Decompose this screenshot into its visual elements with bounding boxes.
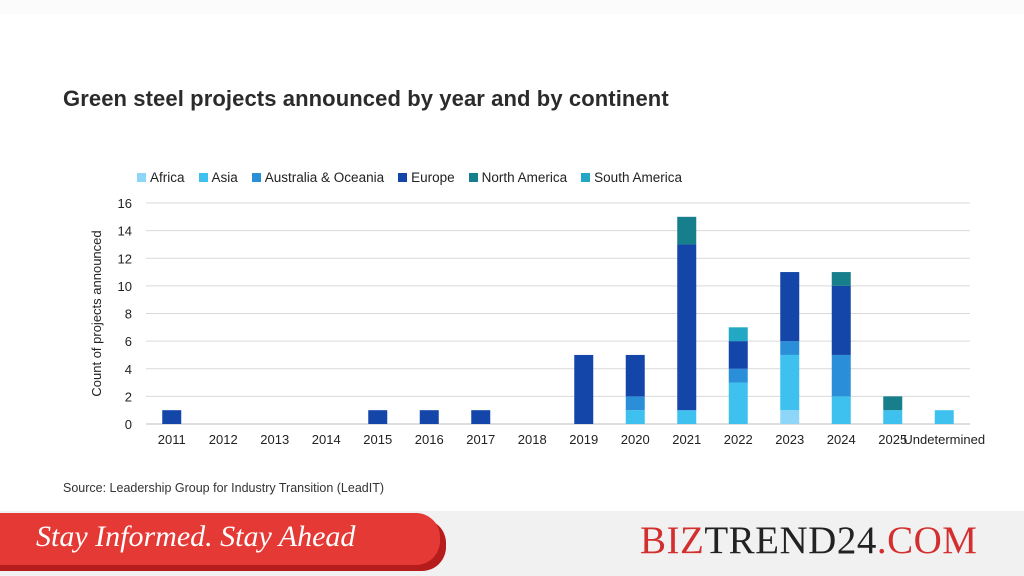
y-tick-label: 12 [118,251,132,266]
x-tick-label: Undetermined [903,432,985,447]
y-tick-label: 2 [125,389,132,404]
top-band [0,0,1024,14]
bar-segment [831,272,851,286]
legend-swatch [581,172,591,182]
x-tick-label: 2013 [260,432,289,447]
bar-segment [883,410,903,424]
bar-segment [728,368,748,383]
brand-part-1: BIZ [640,519,705,562]
legend-item: Asia [198,169,238,185]
chart-plot: 0 2 4 6 8 10 12 14 16 Count of projects announced… [89,196,985,447]
bar-segment [728,327,748,342]
brand-part-3: .COM [876,519,978,562]
y-tick-label: 16 [118,196,132,211]
bar-segment [471,410,491,424]
bar-segment [780,341,800,355]
legend-item: Australia & Oceania [251,169,385,185]
legend-swatch [468,172,478,182]
bar-segment [677,216,697,245]
chart-legend: Africa Asia Australia & Oceania Europe North… [137,168,696,186]
x-tick-label: 2025 [878,432,907,447]
x-tick-label: 2024 [827,432,856,447]
bar-segment [419,410,439,424]
bar-segment [625,396,645,411]
legend-swatch [137,172,146,182]
chart-title: Green steel projects announced by year a… [63,86,669,111]
bar-segment [625,410,645,424]
legend-label: Africa [150,169,185,185]
bar-segment [625,354,645,397]
x-tick-label: 2017 [466,432,495,447]
x-tick-label: 2014 [312,432,341,447]
bar-segment [831,285,851,355]
x-tick-label: 2020 [621,432,650,447]
legend-swatch [398,172,408,182]
bar-segment [677,410,697,424]
x-tick-label: 2019 [569,432,598,447]
legend-label: Asia [211,169,238,185]
x-tick-label: 2022 [724,432,753,447]
legend-label: North America [481,169,568,185]
legend-label: Europe [411,169,455,185]
bar-segment [677,244,697,411]
x-tick-label: 2021 [672,432,701,447]
tagline-banner [0,513,440,565]
x-tick-label: 2018 [518,432,547,447]
legend-item: South America [581,170,682,185]
source-note: Source: Leadership Group for Industry Tr… [63,481,384,495]
y-tick-label: 8 [125,307,132,322]
x-tick-label: 2011 [158,432,186,447]
legend-item: North America [468,169,568,185]
bar-segment [162,410,182,424]
bar-segment [780,410,800,424]
legend-swatch [198,172,208,182]
x-tick-label: 2015 [363,432,392,447]
bar-segment [831,396,851,424]
legend-label: South America [594,169,682,185]
bar-segment [368,410,388,424]
x-tick-label: 2023 [775,432,804,447]
bar-segment [728,382,748,424]
bar-segment [728,341,748,369]
bar-segment [831,354,851,397]
legend-swatch [251,172,261,182]
bar-segment [780,272,800,342]
brand-logo[interactable]: BIZTREND24.COM [640,518,977,563]
y-tick-label: 10 [118,279,132,294]
bar-segment [883,396,903,411]
x-tick-label: 2012 [209,432,238,447]
brand-part-2: TREND24 [704,519,877,562]
legend-label: Australia & Oceania [264,169,385,185]
y-tick-label: 14 [118,224,132,239]
x-tick-label: 2016 [415,432,444,447]
y-tick-label: 0 [125,417,132,432]
legend-item: Europe [398,170,455,185]
bar-segment [780,354,800,411]
bar-segment [934,410,954,424]
y-tick-label: 6 [125,334,132,349]
y-axis-label: Count of projects announced [89,230,104,396]
legend-item: Africa [137,170,185,185]
y-tick-label: 4 [125,362,132,377]
tagline-text: Stay Informed. Stay Ahead [36,520,356,553]
bar-segment [574,354,594,424]
